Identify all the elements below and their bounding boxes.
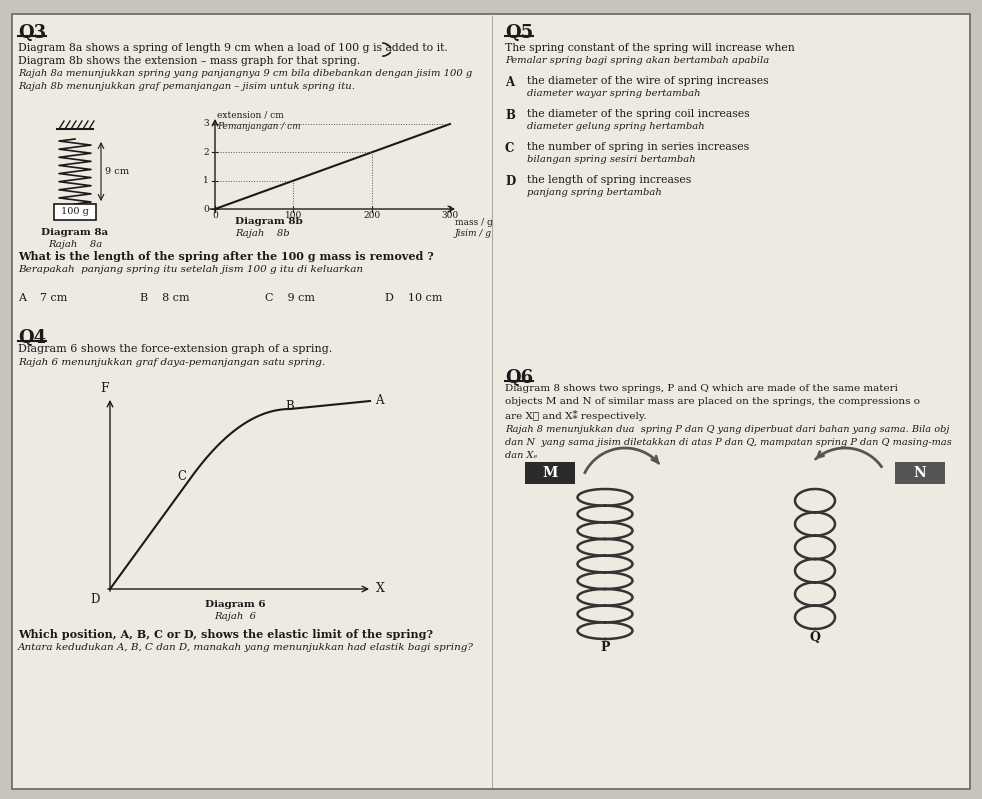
Text: D    10 cm: D 10 cm	[385, 293, 443, 303]
Text: Diagram 8a shows a spring of length 9 cm when a load of 100 g is added to it.: Diagram 8a shows a spring of length 9 cm…	[18, 43, 448, 53]
Text: Rajah  6: Rajah 6	[214, 612, 256, 621]
Text: What is the length of the spring after the 100 g mass is removed ?: What is the length of the spring after t…	[18, 251, 434, 262]
Bar	[895, 462, 945, 484]
Text: Berapakah  panjang spring itu setelah jism 100 g itu di keluarkan: Berapakah panjang spring itu setelah jis…	[18, 265, 363, 274]
Text: 0: 0	[212, 211, 218, 220]
Text: B: B	[285, 400, 294, 414]
Text: Pemalar spring bagi spring akan bertambah apabila: Pemalar spring bagi spring akan bertamba…	[505, 56, 769, 65]
Text: mass / g: mass / g	[455, 218, 493, 227]
Text: B    8 cm: B 8 cm	[140, 293, 190, 303]
Text: A: A	[375, 395, 384, 407]
Text: A: A	[505, 76, 515, 89]
Bar	[54, 204, 96, 220]
Text: Q4: Q4	[18, 329, 46, 347]
Text: 200: 200	[363, 211, 380, 220]
Text: Q: Q	[809, 631, 820, 644]
Text: Rajah 8a menunjukkan spring yang panjangnya 9 cm bila dibebankan dengan jisim 10: Rajah 8a menunjukkan spring yang panjang…	[18, 69, 472, 78]
Text: 100: 100	[285, 211, 301, 220]
Text: Diagram 8a: Diagram 8a	[41, 228, 109, 237]
Text: Which position, A, B, C or D, shows the elastic limit of the spring?: Which position, A, B, C or D, shows the …	[18, 629, 433, 640]
Text: C: C	[505, 142, 515, 155]
Text: Rajah    8a: Rajah 8a	[48, 240, 102, 249]
Text: bilangan spring sesiri bertambah: bilangan spring sesiri bertambah	[527, 155, 696, 164]
Text: Q6: Q6	[505, 369, 533, 387]
Text: The spring constant of the spring will increase when: The spring constant of the spring will i…	[505, 43, 794, 53]
Text: P: P	[600, 641, 610, 654]
Text: 2: 2	[203, 148, 209, 157]
Text: 300: 300	[442, 211, 459, 220]
Text: are X⁐ and X⁑ respectively.: are X⁐ and X⁑ respectively.	[505, 410, 646, 421]
Text: X: X	[376, 582, 385, 595]
Text: 100 g: 100 g	[61, 208, 89, 217]
Text: 0: 0	[203, 205, 209, 213]
Text: Rajah 8 menunjukkan dua  spring P dan Q yang diperbuat dari bahan yang sama. Bil: Rajah 8 menunjukkan dua spring P dan Q y…	[505, 425, 950, 434]
Text: panjang spring bertambah: panjang spring bertambah	[527, 188, 662, 197]
Text: C: C	[177, 471, 186, 483]
Text: M: M	[542, 466, 558, 480]
Text: Diagram 6: Diagram 6	[204, 600, 265, 609]
Text: D: D	[90, 593, 99, 606]
Text: F: F	[101, 382, 109, 395]
Text: Q3: Q3	[18, 24, 46, 42]
Text: Rajah    8b: Rajah 8b	[235, 229, 290, 238]
Text: Rajah 6 menunjukkan graf daya-pemanjangan satu spring.: Rajah 6 menunjukkan graf daya-pemanjanga…	[18, 358, 325, 367]
Text: Diagram 8b shows the extension – mass graph for that spring.: Diagram 8b shows the extension – mass gr…	[18, 56, 360, 66]
Text: Q5: Q5	[505, 24, 533, 42]
Text: 1: 1	[203, 176, 209, 185]
Text: diameter wayar spring bertambah: diameter wayar spring bertambah	[527, 89, 700, 98]
Text: Diagram 6 shows the force-extension graph of a spring.: Diagram 6 shows the force-extension grap…	[18, 344, 332, 354]
Text: extension / cm: extension / cm	[217, 110, 284, 119]
Text: objects M and N of similar mass are placed on the springs, the compressions o: objects M and N of similar mass are plac…	[505, 397, 920, 406]
Text: Diagram 8b: Diagram 8b	[235, 217, 302, 226]
Text: C    9 cm: C 9 cm	[265, 293, 315, 303]
Text: diameter gelung spring hertambah: diameter gelung spring hertambah	[527, 122, 705, 131]
Text: the number of spring in series increases: the number of spring in series increases	[527, 142, 749, 152]
Text: B: B	[505, 109, 515, 122]
Text: dan Xₑ: dan Xₑ	[505, 451, 537, 460]
Text: Pemanjangan / cm: Pemanjangan / cm	[217, 122, 300, 131]
Text: N: N	[913, 466, 926, 480]
Text: the length of spring increases: the length of spring increases	[527, 175, 691, 185]
Text: the diameter of the wire of spring increases: the diameter of the wire of spring incre…	[527, 76, 769, 86]
Text: A    7 cm: A 7 cm	[18, 293, 68, 303]
Text: Antara kedudukan A, B, C dan D, manakah yang menunjukkan had elastik bagi spring: Antara kedudukan A, B, C dan D, manakah …	[18, 643, 474, 652]
Bar	[525, 462, 575, 484]
Text: D: D	[505, 175, 516, 188]
Text: the diameter of the spring coil increases: the diameter of the spring coil increase…	[527, 109, 749, 119]
Text: Diagram 8 shows two springs, P and Q which are made of the same materi: Diagram 8 shows two springs, P and Q whi…	[505, 384, 898, 393]
Text: dan N  yang sama jisim diletakkan di atas P dan Q, mampatan spring P dan Q masin: dan N yang sama jisim diletakkan di atas…	[505, 438, 952, 447]
Text: 3: 3	[203, 120, 209, 129]
Text: 9 cm: 9 cm	[105, 167, 129, 176]
Text: Jisim / g: Jisim / g	[455, 229, 492, 238]
Text: Rajah 8b menunjukkan graf pemanjangan – jisim untuk spring itu.: Rajah 8b menunjukkan graf pemanjangan – …	[18, 82, 355, 91]
